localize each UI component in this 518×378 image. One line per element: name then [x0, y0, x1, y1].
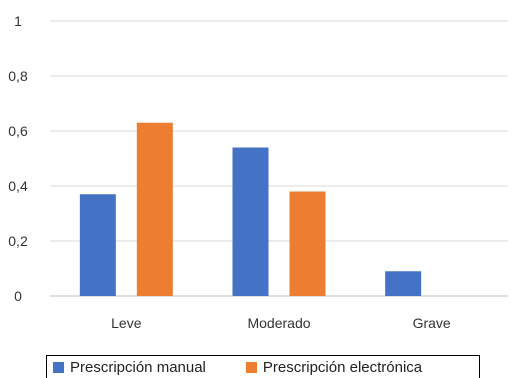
bar-prescripción-manual-leve — [79, 194, 116, 296]
bar-prescripción-electrónica-leve — [136, 122, 173, 296]
legend-label-electronica: Prescripción electrónica — [262, 358, 423, 376]
bar-chart-svg: 0 0,2 0,4 0,6 0,8 1 Leve Moderado Grave — [8, 13, 508, 331]
x-category-label: Moderado — [247, 315, 310, 331]
y-tick-label: 0,4 — [8, 178, 28, 194]
y-tick-label: 1 — [14, 13, 22, 29]
bar-prescripción-manual-moderado — [232, 147, 269, 296]
legend-label-manual: Prescripción manual — [70, 358, 206, 376]
bar-prescripción-manual-grave — [385, 271, 422, 296]
y-tick-label: 0 — [14, 288, 22, 304]
legend-swatch-manual — [53, 361, 64, 373]
legend: Prescripción manual Prescripción electró… — [46, 355, 480, 378]
legend-item-electronica: Prescripción electrónica — [245, 358, 423, 376]
legend-swatch-electronica — [245, 361, 257, 373]
y-tick-label: 0,6 — [8, 123, 28, 139]
bar-prescripción-electrónica-moderado — [289, 191, 326, 296]
legend-item-manual: Prescripción manual — [53, 359, 206, 376]
y-tick-label: 0,2 — [8, 233, 28, 249]
x-category-label: Leve — [111, 315, 142, 331]
y-tick-label: 0,8 — [8, 68, 28, 84]
x-category-label: Grave — [413, 315, 451, 331]
